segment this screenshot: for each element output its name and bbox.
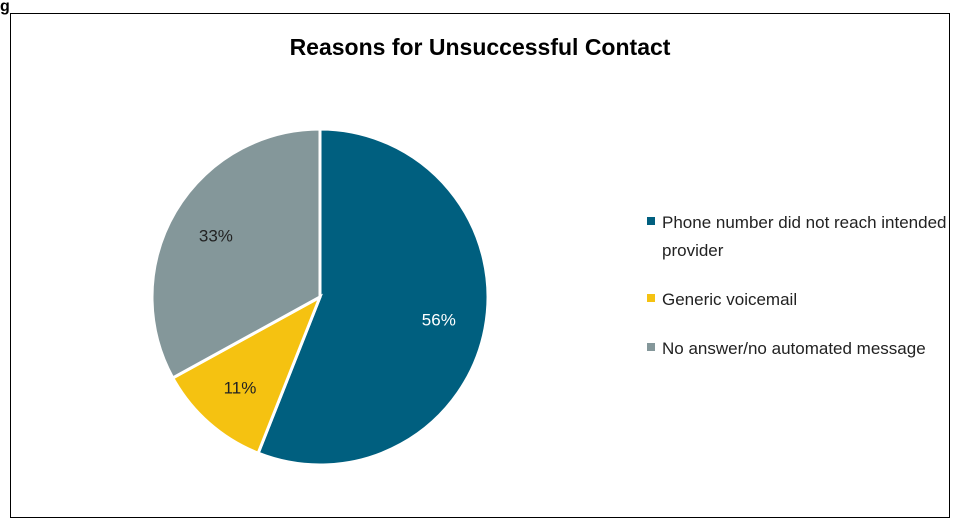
pie-data-label-0: 56% (422, 311, 456, 330)
legend-label: Generic voicemail (662, 290, 798, 309)
legend-label: Phone number did not reach intended prov… (662, 213, 947, 260)
legend-swatch (647, 343, 655, 351)
pie-slice-2 (150, 127, 322, 380)
pie-slice-1 (170, 293, 323, 456)
chart-legend: Phone number did not reach intended prov… (647, 209, 947, 384)
pie-slice-0 (256, 127, 490, 467)
legend-swatch (647, 294, 655, 302)
chart-frame: Reasons for Unsuccessful Contact 56% 11% 3… (10, 13, 950, 518)
legend-item-0: Phone number did not reach intended prov… (647, 209, 947, 265)
legend-item-1: Generic voicemail (647, 286, 947, 314)
legend-item-2: No answer/no automated message (647, 335, 947, 363)
figure-label: g (0, 0, 10, 15)
pie-data-label-1: 11% (224, 379, 257, 398)
legend-swatch (647, 217, 655, 225)
pie-data-label-2: 33% (199, 226, 233, 245)
pie-chart: 56% 11% 33% (150, 127, 490, 467)
chart-title: Reasons for Unsuccessful Contact (289, 34, 671, 60)
legend-label: No answer/no automated message (662, 339, 926, 358)
